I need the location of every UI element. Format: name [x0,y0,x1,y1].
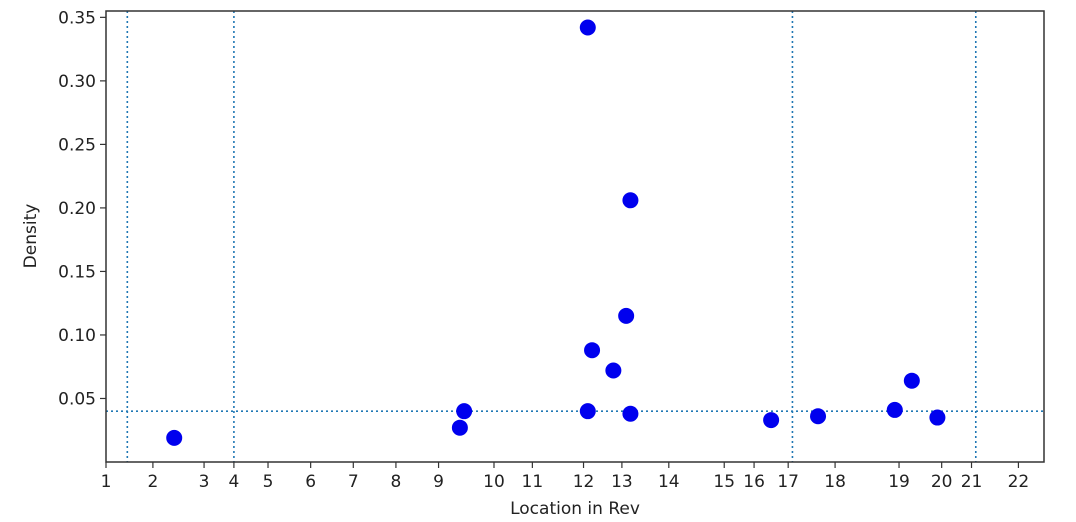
data-point [584,342,601,359]
x-tick-label: 16 [743,472,765,492]
x-tick-label: 1 [101,472,112,492]
x-tick-label: 3 [199,472,210,492]
data-point [579,19,596,36]
data-point [166,429,183,446]
y-axis-ticks: 0.05 0.10 0.15 0.20 0.25 0.30 0.35 [58,8,106,409]
x-tick-label: 6 [305,472,316,492]
data-point [622,405,639,422]
data-point [622,192,639,209]
x-tick-label: 5 [263,472,274,492]
data-points [166,19,946,446]
x-tick-label: 7 [348,472,359,492]
data-point [451,419,468,436]
data-point [810,408,827,425]
x-tick-label: 17 [777,472,799,492]
data-point [579,403,596,420]
x-tick-label: 19 [888,472,910,492]
x-tick-label: 20 [931,472,953,492]
x-tick-label: 2 [147,472,158,492]
data-point [763,412,780,429]
x-tick-label: 15 [713,472,735,492]
x-tick-label: 18 [824,472,846,492]
x-tick-label: 12 [573,472,595,492]
x-tick-label: 10 [483,472,505,492]
y-tick-label: 0.20 [58,199,96,219]
x-axis-ticks: 1 2 3 4 5 6 7 8 9 10 11 12 13 14 15 16 17 18 19 20 21 22 [101,462,1030,492]
x-tick-label: 13 [611,472,633,492]
data-point [456,403,473,420]
x-tick-label: 14 [658,472,680,492]
data-point [929,409,946,426]
x-tick-label: 21 [961,472,983,492]
y-tick-label: 0.10 [58,326,96,346]
x-tick-label: 8 [391,472,402,492]
y-axis-label: Density [21,204,41,269]
reference-lines [106,11,1044,462]
data-point [605,362,622,379]
x-tick-label: 4 [228,472,239,492]
data-point [618,307,635,324]
plot-area-frame [105,10,1045,463]
data-point [886,401,903,418]
x-tick-label: 11 [522,472,544,492]
y-tick-label: 0.25 [58,135,96,155]
x-tick-label: 22 [1008,472,1030,492]
data-point [903,372,920,389]
y-tick-label: 0.30 [58,72,96,92]
x-tick-label: 9 [433,472,444,492]
x-axis-label: Location in Rev [510,499,640,519]
y-tick-label: 0.05 [58,389,96,409]
y-tick-label: 0.15 [58,262,96,282]
y-tick-label: 0.35 [58,8,96,28]
